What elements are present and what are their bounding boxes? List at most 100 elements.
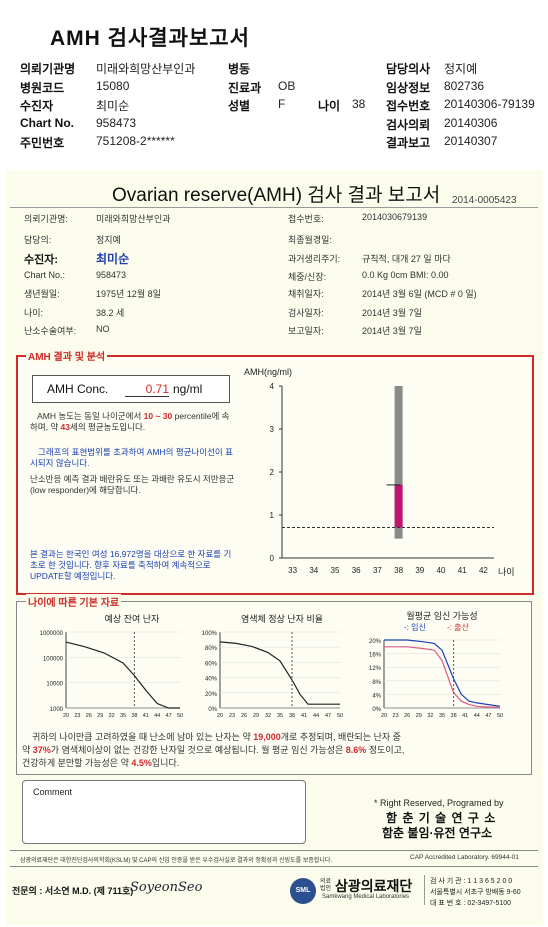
normal-egg-ratio-chart: 염색체 정상 난자 비율 0% 20% 40% 60% 80% 100% 20 23 26 29 3… <box>202 614 343 719</box>
info-value: 미래와희망산부인과 <box>96 214 171 224</box>
amh-p1b: percentile에 속하며, 약 <box>30 411 230 432</box>
info-key: Chart No.: <box>24 270 66 280</box>
info-key: 채취일자: <box>288 289 324 299</box>
institute-1: 함 춘 기 술 연 구 소 <box>386 811 497 825</box>
y-tick-label: 100% <box>202 631 218 637</box>
institute-2: 함춘 불임·유전 연구소 <box>382 826 493 840</box>
series-line <box>65 641 180 709</box>
info-value: 규칙적, 대개 27 일 마다 <box>362 254 451 264</box>
x-tick-label: 38 <box>131 713 137 719</box>
series-line <box>384 639 501 707</box>
y-tick-label: 20% <box>369 639 382 645</box>
basic-section-title: 나이에 따른 기본 자료 <box>26 594 122 609</box>
info-value: 958473 <box>96 270 127 280</box>
x-tick-label: 35 <box>439 713 445 719</box>
pregnancy-chance-chart: 월평균 임신 가능성 -: 임신 -: 출산 0% 4% 8% 12% 16% 20% 20… <box>369 610 503 719</box>
amh-range-bar <box>394 386 403 539</box>
legend-birth: -: 출산 <box>447 622 469 632</box>
report-title: Ovarian reserve(AMH) 검사 결과 보고서 <box>112 185 441 206</box>
info-key: 수진자: <box>24 254 59 266</box>
basic-summary-text: 귀하의 나이만큼 고려하였을 때 난소에 남아 있는 난자는 약 19,000개… <box>22 732 405 768</box>
x-tick-label: 41 <box>301 713 307 719</box>
header-value: 751208-2****** <box>96 134 175 148</box>
header-value: 958473 <box>96 115 137 130</box>
amh-percentile-text: AMH 농도는 동일 나이군에서 10 ~ 30 percentile에 속하며… <box>30 411 236 433</box>
x-tick-label: 32 <box>427 713 433 719</box>
x-tick-label: 41 <box>458 566 467 575</box>
info-value: 2014년 3월 7일 <box>362 326 422 336</box>
info-value: 2014030679139 <box>362 212 428 222</box>
chart2-title: 염색체 정상 난자 비율 <box>241 614 323 624</box>
info-value: 정지예 <box>96 235 121 245</box>
x-tick-label: 29 <box>253 713 259 719</box>
divider <box>10 866 538 867</box>
y-tick-label: 1000000 <box>40 631 64 637</box>
y-tick-label: 4% <box>372 693 381 699</box>
info-value: 38.2 세 <box>96 308 125 318</box>
info-key: 담당의: <box>24 235 52 245</box>
lab-address: 서울특별시 서초구 방배동 9-60 <box>430 889 521 896</box>
header-value: 최미순 <box>96 99 130 113</box>
x-tick-label: 33 <box>288 566 297 575</box>
x-tick-label: 23 <box>74 713 80 719</box>
info-key: 난소수술여부: <box>24 326 77 336</box>
header-value: 802736 <box>444 78 485 93</box>
x-tick-label: 41 <box>143 713 149 719</box>
x-tick-label: 47 <box>166 713 172 719</box>
x-tick-label: 35 <box>331 566 340 575</box>
x-tick-label: 26 <box>241 713 247 719</box>
comment-label: Comment <box>33 787 73 797</box>
y-tick-label: 3 <box>270 425 275 434</box>
divider <box>10 850 538 851</box>
info-value: 2014년 3월 6일 (MCD # 0 일) <box>362 289 477 299</box>
x-tick-label: 42 <box>479 566 488 575</box>
amh-conc-unit: ng/ml <box>173 382 203 396</box>
x-tick-label: 44 <box>313 713 319 719</box>
x-tick-label: 40 <box>437 566 446 575</box>
info-key: 체중/신장: <box>288 272 327 282</box>
x-tick-label: 23 <box>229 713 235 719</box>
header-value: 38 <box>352 97 366 111</box>
amh-data-note: 본 결과는 한국인 여성 16,972명을 대상으로 한 자료를 기초로 한 것… <box>30 549 232 581</box>
header-key: 진료과 <box>228 80 262 95</box>
x-tick-label: 32 <box>109 713 115 719</box>
y-tick-label: 80% <box>205 646 218 652</box>
y-tick-label: 100000 <box>43 656 64 662</box>
header-value: 정지예 <box>444 62 478 76</box>
y-tick-label: 1 <box>270 511 275 520</box>
header-key: 결과보고 <box>386 136 431 150</box>
lab-phone: 대 표 번 호 : 02-3497-5100 <box>430 900 512 907</box>
info-key: 나이: <box>24 308 44 318</box>
amh-response-text: 난소반응 예측 결과 배란유도 또는 과배란 유도시 저반응군 (low res… <box>30 474 235 495</box>
x-tick-label: 32 <box>265 713 271 719</box>
x-tick-label: 20 <box>63 713 69 719</box>
header-key: 병동 <box>228 62 251 76</box>
x-tick-label: 29 <box>97 713 103 719</box>
amh-graph-xlabel: 나이 <box>498 567 515 577</box>
y-tick-label: 0 <box>270 554 275 563</box>
comment-box: Comment <box>22 780 306 844</box>
header-value: 20140307 <box>444 134 498 148</box>
info-key: 생년월일: <box>24 289 60 299</box>
certification-text: 삼광의료재단은 대한진단검사의학회(KSLM) 및 CAP의 신임 인증을 받은… <box>20 858 333 864</box>
amh-percentile-range: 10 ~ 30 <box>143 411 173 421</box>
amh-conc-label: AMH Conc. <box>47 382 109 396</box>
amh-p1c: 세의 평균농도입니다. <box>70 422 146 432</box>
remaining-eggs-chart: 예상 잔여 난자 1000 10000 100000 1000000 20 23 26 29 3… <box>40 613 183 719</box>
y-tick-label: 2 <box>270 468 275 477</box>
header-key: Chart No. <box>20 115 74 130</box>
rights-line: * Right Reserved, Programed by <box>374 798 504 808</box>
amh-graph-ylabel: AMH(ng/ml) <box>244 367 292 377</box>
x-tick-label: 20 <box>381 713 387 719</box>
cap-accreditation: CAP Accredited Laboratory. 69944-01 <box>410 854 519 861</box>
x-tick-label: 50 <box>177 713 183 719</box>
y-tick-label: 16% <box>369 653 382 659</box>
amh-patient-bar <box>394 484 403 528</box>
x-tick-label: 29 <box>416 713 422 719</box>
x-tick-label: 35 <box>120 713 126 719</box>
y-tick-label: 8% <box>372 680 381 686</box>
page-title: AMH 검사결과보고서 <box>50 27 250 50</box>
x-tick-label: 47 <box>325 713 331 719</box>
amh-graph-note: 그래프의 표현범위를 초과하여 AMH의 평균나이선이 표시되지 않습니다. <box>30 447 233 468</box>
